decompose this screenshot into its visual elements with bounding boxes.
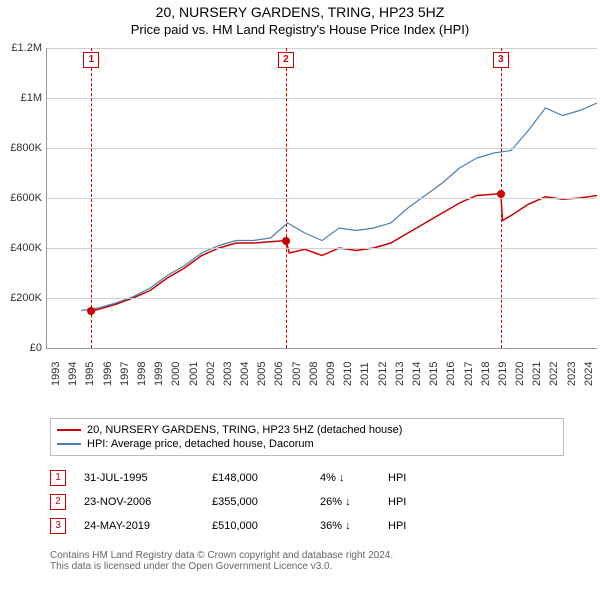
x-axis-labels: 1993 1994 1995 1996 1997 1998 1999 2000 2001 2002… [46,352,596,412]
x-tick-label: 2021 [531,362,543,386]
event-suffix: HPI [388,472,406,484]
legend-swatch [57,429,81,431]
y-tick-label: £1M [21,92,42,104]
x-tick-label: 2001 [188,362,200,386]
event-num: 3 [50,518,66,534]
event-price: £148,000 [212,472,302,484]
event-date: 24-MAY-2019 [84,520,194,532]
y-tick-label: £400K [10,242,42,254]
x-tick-label: 2005 [256,362,268,386]
x-tick-label: 1998 [136,362,148,386]
legend-label: HPI: Average price, detached house, Daco… [87,438,314,450]
event-row: 1 31-JUL-1995 £148,000 4% ↓ HPI [50,466,550,490]
legend-label: 20, NURSERY GARDENS, TRING, HP23 5HZ (de… [87,424,402,436]
plot: 1 2 3 [46,48,597,349]
event-num: 2 [50,494,66,510]
x-tick-label: 1999 [153,362,165,386]
event-marker-box: 1 [83,52,99,68]
page: 20, NURSERY GARDENS, TRING, HP23 5HZ Pri… [0,0,600,590]
event-row: 2 23-NOV-2006 £355,000 26% ↓ HPI [50,490,550,514]
footer-line1: Contains HM Land Registry data © Crown c… [50,550,560,561]
footer: Contains HM Land Registry data © Crown c… [50,550,560,572]
x-tick-label: 1994 [67,362,79,386]
chart-title: 20, NURSERY GARDENS, TRING, HP23 5HZ [0,0,600,20]
x-tick-label: 2011 [359,362,371,386]
footer-line2: This data is licensed under the Open Gov… [50,561,560,572]
x-tick-label: 2004 [239,362,251,386]
x-tick-label: 2007 [291,362,303,386]
x-tick-label: 2018 [480,362,492,386]
x-tick-label: 2008 [308,362,320,386]
event-pct: 36% ↓ [320,520,370,532]
series-price_paid [91,194,597,312]
y-tick-label: £200K [10,292,42,304]
x-tick-label: 2012 [377,362,389,386]
x-tick-label: 2016 [445,362,457,386]
x-tick-label: 1995 [84,362,96,386]
x-tick-label: 2010 [342,362,354,386]
x-tick-label: 2014 [411,362,423,386]
events-table: 1 31-JUL-1995 £148,000 4% ↓ HPI 2 23-NOV-2006 £… [50,466,550,538]
legend-item-price: 20, NURSERY GARDENS, TRING, HP23 5HZ (de… [57,423,557,437]
x-tick-label: 2013 [394,362,406,386]
x-tick-label: 2020 [514,362,526,386]
x-tick-label: 1996 [102,362,114,386]
event-suffix: HPI [388,520,406,532]
legend-item-hpi: HPI: Average price, detached house, Daco… [57,437,557,451]
x-tick-label: 2015 [428,362,440,386]
y-tick-label: £1.2M [11,42,42,54]
x-tick-label: 2006 [273,362,285,386]
event-date: 23-NOV-2006 [84,496,194,508]
chart-area: 1 2 3 [46,48,596,378]
x-tick-label: 2000 [170,362,182,386]
x-tick-label: 1997 [119,362,131,386]
event-price: £355,000 [212,496,302,508]
x-tick-label: 2003 [222,362,234,386]
event-marker-box: 2 [278,52,294,68]
y-tick-label: £0 [30,342,42,354]
event-suffix: HPI [388,496,406,508]
y-tick-label: £800K [10,142,42,154]
series-hpi [81,103,597,311]
event-num: 1 [50,470,66,486]
event-pct: 26% ↓ [320,496,370,508]
event-marker-box: 3 [493,52,509,68]
x-tick-label: 1993 [50,362,62,386]
legend-swatch [57,443,81,445]
event-pct: 4% ↓ [320,472,370,484]
x-tick-label: 2024 [583,362,595,386]
event-row: 3 24-MAY-2019 £510,000 36% ↓ HPI [50,514,550,538]
legend: 20, NURSERY GARDENS, TRING, HP23 5HZ (de… [50,418,564,456]
x-tick-label: 2017 [463,362,475,386]
x-tick-label: 2022 [548,362,560,386]
x-tick-label: 2009 [325,362,337,386]
event-price: £510,000 [212,520,302,532]
event-date: 31-JUL-1995 [84,472,194,484]
x-tick-label: 2002 [205,362,217,386]
x-tick-label: 2023 [566,362,578,386]
chart-subtitle: Price paid vs. HM Land Registry's House … [0,20,600,37]
x-tick-label: 2019 [497,362,509,386]
y-tick-label: £600K [10,192,42,204]
